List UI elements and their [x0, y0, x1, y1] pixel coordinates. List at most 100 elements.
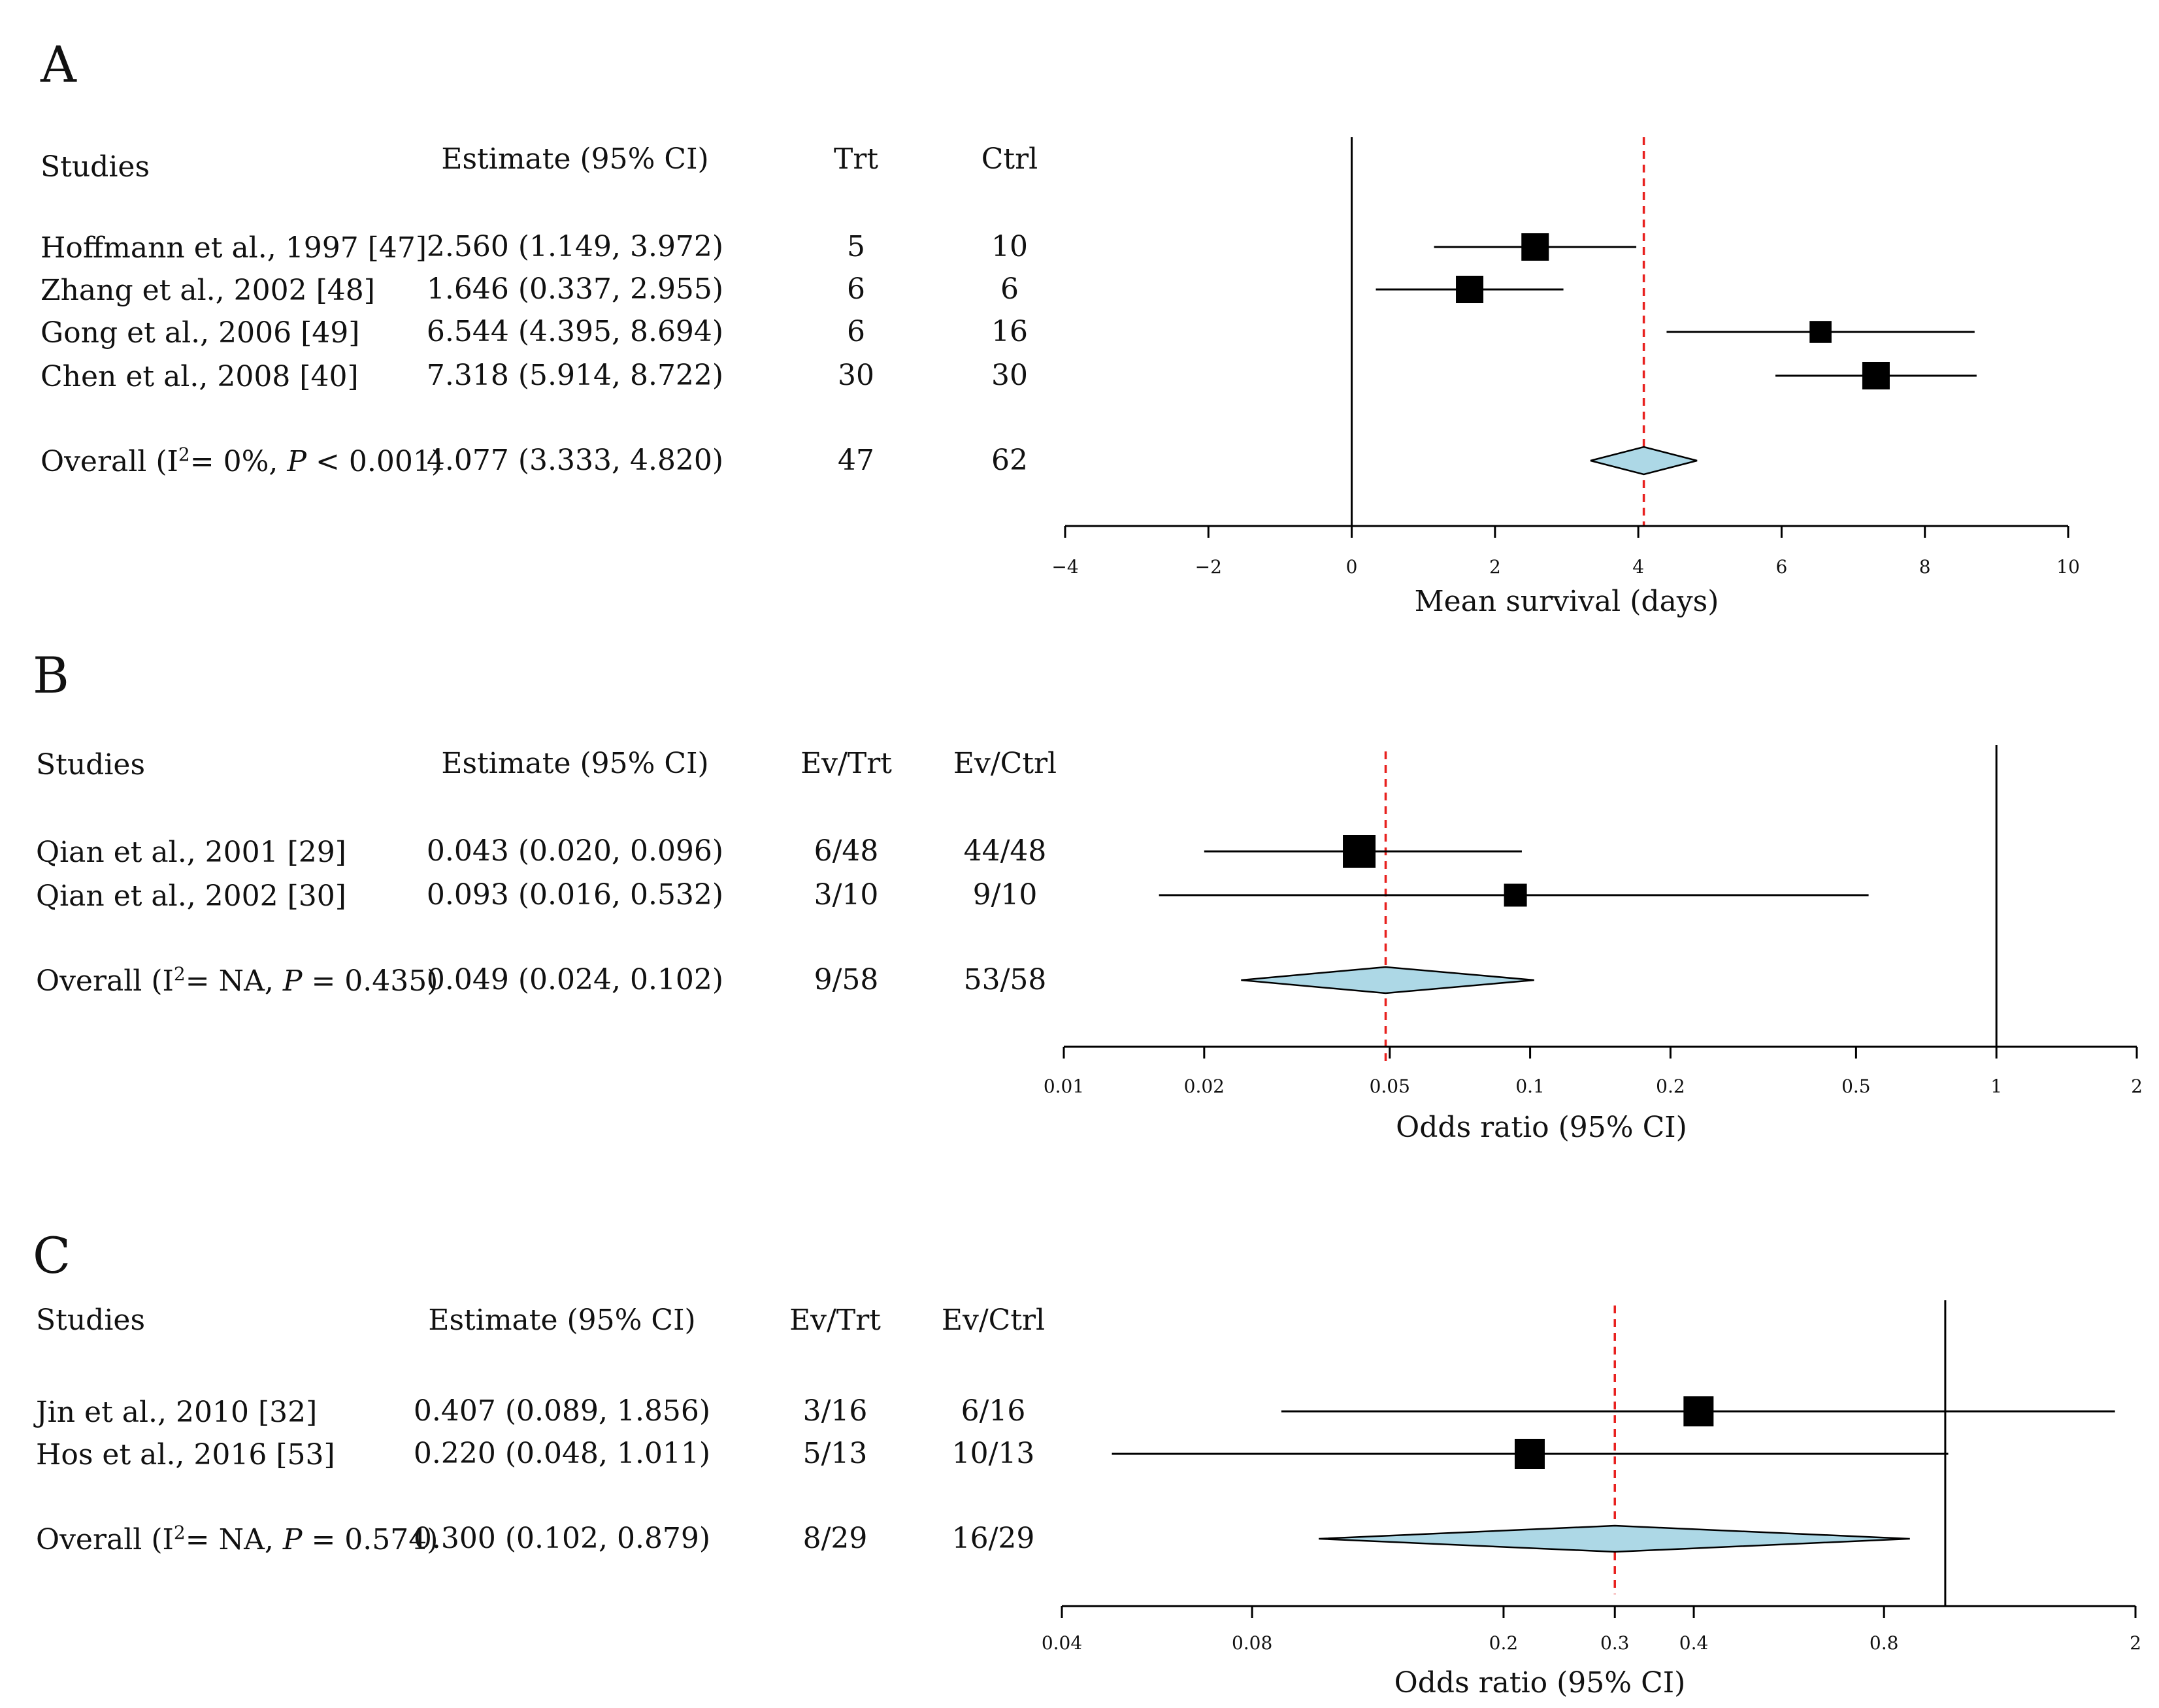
study-row: Jin et al., 2010 [32] 0.407 (0.089, 1.856…	[33, 1394, 2115, 1429]
panel-label: A	[40, 35, 77, 93]
overall-ctrl: 53/58	[964, 963, 1047, 996]
x-tick-label: 0.04	[1042, 1632, 1082, 1654]
header-studies: Studies	[36, 748, 145, 781]
study-ctrl: 16	[991, 315, 1028, 348]
header-estimate: Estimate (95% CI)	[428, 1304, 695, 1337]
overall-label-superscript: 2	[174, 963, 186, 985]
estimate-box	[1683, 1396, 1714, 1426]
overall-row: Overall (I2= NA, P = 0.574)0.300 (0.102,…	[36, 1522, 1910, 1556]
study-row: Chen et al., 2008 [40] 7.318 (5.914, 8.72…	[41, 359, 1977, 393]
study-row: Zhang et al., 2002 [48] 1.646 (0.337, 2.9…	[41, 272, 1564, 307]
estimate-box	[1456, 276, 1484, 303]
x-tick-label: 0.8	[1870, 1632, 1899, 1654]
header-studies: Studies	[36, 1304, 145, 1337]
overall-label-superscript: 2	[174, 1522, 186, 1543]
overall-row: Overall (I2= 0%, P < 0.001)4.077 (3.333,…	[41, 444, 1698, 478]
overall-label-mid: = 0%,	[190, 445, 288, 478]
panel-b: B Studies Estimate (95% CI) Ev/Trt Ev/Ctrl Qi…	[33, 646, 2143, 1144]
x-tick-label: 2	[1489, 556, 1501, 578]
x-tick-label: 0.3	[1600, 1632, 1630, 1654]
overall-label-suffix: = 0.574)	[302, 1523, 438, 1556]
overall-trt: 9/58	[814, 963, 879, 996]
study-trt: 3/10	[814, 878, 879, 911]
estimate-box	[1514, 1439, 1545, 1469]
estimate-box	[1521, 233, 1549, 261]
study-trt: 6/48	[814, 834, 879, 868]
overall-ctrl: 16/29	[952, 1522, 1035, 1555]
x-tick-label: 0.08	[1232, 1632, 1272, 1654]
study-ctrl: 6	[1000, 272, 1019, 306]
estimate-box	[1343, 835, 1376, 868]
study-name: Qian et al., 2001 [29]	[36, 836, 346, 869]
study-name: Zhang et al., 2002 [48]	[41, 274, 375, 307]
study-estimate: 0.093 (0.016, 0.532)	[427, 878, 723, 911]
x-axis-title: Odds ratio (95% CI)	[1396, 1111, 1687, 1144]
header-estimate: Estimate (95% CI)	[441, 142, 708, 176]
study-name: Hos et al., 2016 [53]	[36, 1438, 335, 1471]
study-row: Hos et al., 2016 [53] 0.220 (0.048, 1.011…	[36, 1437, 1949, 1471]
overall-trt: 47	[838, 444, 874, 477]
x-tick-label: 0.2	[1489, 1632, 1519, 1654]
overall-label: Overall (I2= 0%, P < 0.001)	[41, 444, 442, 478]
overall-label-p: P	[286, 445, 307, 478]
study-estimate: 7.318 (5.914, 8.722)	[427, 359, 723, 392]
overall-label-prefix: Overall (I	[36, 1523, 174, 1556]
overall-label: Overall (I2= NA, P = 0.574)	[36, 1522, 438, 1556]
overall-label-prefix: Overall (I	[36, 964, 174, 998]
x-tick-label: 0.1	[1515, 1076, 1545, 1097]
study-trt: 6	[847, 315, 865, 348]
study-estimate: 6.544 (4.395, 8.694)	[427, 315, 723, 348]
estimate-box	[1862, 362, 1890, 389]
x-tick-label: 0.2	[1656, 1076, 1685, 1097]
estimate-box	[1504, 883, 1527, 907]
overall-label-mid: = NA,	[186, 1523, 283, 1556]
study-estimate: 2.560 (1.149, 3.972)	[427, 230, 723, 263]
study-estimate: 0.220 (0.048, 1.011)	[414, 1437, 710, 1470]
study-ctrl: 10/13	[952, 1437, 1035, 1470]
study-row: Gong et al., 2006 [49] 6.544 (4.395, 8.69…	[41, 315, 1975, 350]
overall-label-suffix: < 0.001)	[306, 445, 442, 478]
header-trt: Ev/Trt	[800, 747, 892, 780]
x-tick-label: 8	[1919, 556, 1931, 578]
header-ctrl: Ctrl	[981, 142, 1038, 176]
x-axis-title: Mean survival (days)	[1415, 585, 1719, 618]
study-name: Qian et al., 2002 [30]	[36, 879, 346, 913]
overall-estimate: 0.300 (0.102, 0.879)	[414, 1522, 710, 1555]
x-tick-label: 0	[1346, 556, 1358, 578]
overall-diamond	[1590, 446, 1698, 476]
study-trt: 30	[838, 359, 874, 392]
overall-label-p: P	[282, 964, 303, 998]
x-tick-label: −4	[1051, 556, 1078, 578]
study-ctrl: 10	[991, 230, 1028, 263]
header-ctrl: Ev/Ctrl	[942, 1304, 1045, 1337]
overall-row: Overall (I2= NA, P = 0.435)0.049 (0.024,…	[36, 963, 1534, 998]
header-trt: Trt	[834, 142, 878, 176]
x-tick-label: 2	[2131, 1076, 2143, 1097]
overall-diamond	[1241, 966, 1534, 994]
study-row: Hoffmann et al., 1997 [47] 2.560 (1.149, …	[41, 230, 1637, 265]
estimate-box	[1809, 321, 1832, 343]
overall-diamond	[1319, 1524, 1910, 1553]
x-tick-label: 10	[2056, 556, 2080, 578]
overall-trt: 8/29	[803, 1522, 868, 1555]
panel-label: B	[33, 646, 69, 704]
study-ctrl: 6/16	[961, 1394, 1026, 1428]
overall-label-mid: = NA,	[186, 964, 283, 998]
overall-estimate: 4.077 (3.333, 4.820)	[427, 444, 723, 477]
x-tick-label: −2	[1195, 556, 1222, 578]
overall-label-p: P	[282, 1523, 303, 1556]
x-axis-title: Odds ratio (95% CI)	[1394, 1666, 1686, 1700]
study-ctrl: 30	[991, 359, 1028, 392]
header-trt: Ev/Trt	[789, 1304, 881, 1337]
x-tick-label: 0.05	[1370, 1076, 1410, 1097]
study-row: Qian et al., 2002 [30] 0.093 (0.016, 0.53…	[36, 878, 1869, 913]
panel-label: C	[33, 1226, 71, 1285]
header-estimate: Estimate (95% CI)	[441, 747, 708, 780]
x-tick-label: 0.5	[1841, 1076, 1871, 1097]
overall-label-suffix: = 0.435)	[302, 964, 438, 998]
overall-label: Overall (I2= NA, P = 0.435)	[36, 963, 438, 998]
x-tick-label: 2	[2130, 1632, 2141, 1654]
study-trt: 5/13	[803, 1437, 868, 1470]
study-row: Qian et al., 2001 [29] 0.043 (0.020, 0.09…	[36, 834, 1522, 869]
